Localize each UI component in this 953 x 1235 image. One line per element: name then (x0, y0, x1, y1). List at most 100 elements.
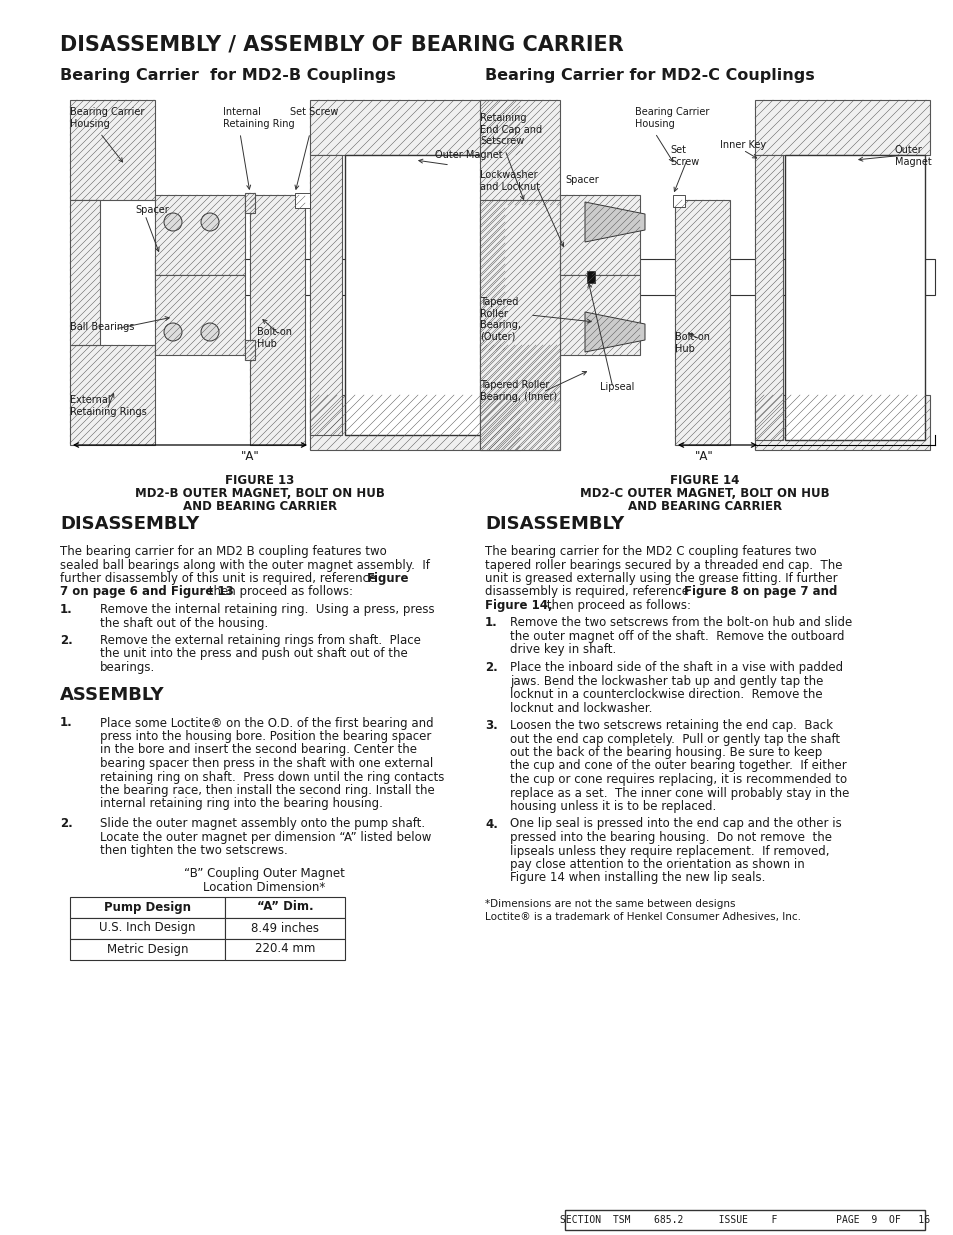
Text: Figure 14 when installing the new lip seals.: Figure 14 when installing the new lip se… (510, 872, 764, 884)
Text: “A” Dim.: “A” Dim. (256, 900, 313, 914)
Text: FIGURE 13: FIGURE 13 (225, 474, 294, 487)
Text: Outer
Magnet: Outer Magnet (894, 144, 931, 167)
Text: press into the housing bore. Position the bearing spacer: press into the housing bore. Position th… (100, 730, 431, 743)
Bar (479, 200, 559, 450)
Text: Remove the two setscrews from the bolt-on hub and slide: Remove the two setscrews from the bolt-o… (510, 616, 851, 630)
Text: Place the inboard side of the shaft in a vise with padded: Place the inboard side of the shaft in a… (510, 661, 842, 674)
Text: then proceed as follows:: then proceed as follows: (542, 599, 690, 613)
Bar (754, 100, 929, 156)
Text: Figure: Figure (367, 572, 409, 585)
Text: 1.: 1. (60, 603, 72, 616)
Text: Ball Bearings: Ball Bearings (70, 322, 134, 332)
Text: Place some Loctite® on the O.D. of the first bearing and: Place some Loctite® on the O.D. of the f… (100, 716, 434, 730)
Bar (70, 200, 100, 345)
Text: tapered roller bearings secured by a threaded end cap.  The: tapered roller bearings secured by a thr… (484, 558, 841, 572)
Text: the shaft out of the housing.: the shaft out of the housing. (100, 616, 268, 630)
Text: jaws. Bend the lockwasher tab up and gently tap the: jaws. Bend the lockwasher tab up and gen… (510, 674, 822, 688)
Bar (154, 259, 415, 295)
Text: “B” Coupling Outer Magnet: “B” Coupling Outer Magnet (183, 867, 344, 881)
Text: the bearing race, then install the second ring. Install the: the bearing race, then install the secon… (100, 784, 435, 797)
Text: "A": "A" (695, 450, 713, 463)
Text: locknut in a counterclockwise direction.  Remove the: locknut in a counterclockwise direction.… (510, 688, 821, 701)
Text: SECTION  TSM    685.2      ISSUE    F          PAGE  9  OF   16: SECTION TSM 685.2 ISSUE F PAGE 9 OF 16 (559, 1215, 929, 1225)
Text: bearing spacer then press in the shaft with one external: bearing spacer then press in the shaft w… (100, 757, 433, 769)
Text: Spacer: Spacer (135, 205, 169, 215)
Bar (225, 897, 345, 918)
Bar (245, 340, 254, 359)
Bar (154, 275, 245, 354)
Text: pressed into the bearing housing.  Do not remove  the: pressed into the bearing housing. Do not… (510, 831, 831, 844)
Text: Pump Design: Pump Design (104, 900, 191, 914)
Text: Lockwasher
and Locknut: Lockwasher and Locknut (479, 170, 539, 191)
Text: then tighten the two setscrews.: then tighten the two setscrews. (100, 844, 288, 857)
Text: "A": "A" (240, 450, 259, 463)
Bar (225, 939, 345, 960)
Circle shape (201, 212, 219, 231)
Bar (250, 195, 305, 445)
Text: unit is greased externally using the grease fitting. If further: unit is greased externally using the gre… (484, 572, 837, 585)
Text: sealed ball bearings along with the outer magnet assembly.  If: sealed ball bearings along with the oute… (60, 558, 430, 572)
Text: disassembly is required, reference: disassembly is required, reference (484, 585, 692, 599)
Text: 8.49 inches: 8.49 inches (251, 921, 318, 935)
Text: Tapered
Roller
Bearing,
(Outer): Tapered Roller Bearing, (Outer) (479, 296, 520, 342)
Bar (672, 195, 684, 207)
Text: Loctite® is a trademark of Henkel Consumer Adhesives, Inc.: Loctite® is a trademark of Henkel Consum… (484, 911, 801, 923)
Text: Bearing Carrier for MD2-C Couplings: Bearing Carrier for MD2-C Couplings (484, 68, 814, 83)
Text: Locate the outer magnet per dimension “A” listed below: Locate the outer magnet per dimension “A… (100, 830, 431, 844)
Text: ASSEMBLY: ASSEMBLY (60, 687, 165, 704)
Text: Bearing Carrier
Housing: Bearing Carrier Housing (635, 107, 709, 128)
Text: replace as a set.  The inner cone will probably stay in the: replace as a set. The inner cone will pr… (510, 787, 848, 799)
Text: Remove the external retaining rings from shaft.  Place: Remove the external retaining rings from… (100, 634, 420, 647)
Polygon shape (584, 312, 644, 352)
Text: the unit into the press and push out shaft out of the: the unit into the press and push out sha… (100, 647, 407, 661)
Text: Set Screw: Set Screw (290, 107, 338, 117)
Text: in the bore and insert the second bearing. Center the: in the bore and insert the second bearin… (100, 743, 416, 757)
Text: FIGURE 14: FIGURE 14 (670, 474, 739, 487)
Text: Loosen the two setscrews retaining the end cap.  Back: Loosen the two setscrews retaining the e… (510, 719, 832, 732)
Text: U.S. Inch Design: U.S. Inch Design (99, 921, 195, 935)
Circle shape (164, 324, 182, 341)
Text: retaining ring on shaft.  Press down until the ring contacts: retaining ring on shaft. Press down unti… (100, 771, 444, 783)
Text: locknut and lockwasher.: locknut and lockwasher. (510, 701, 652, 715)
Bar (675, 200, 729, 445)
Text: 4.: 4. (484, 818, 497, 830)
Bar (294, 193, 310, 207)
Text: The bearing carrier for the MD2 C coupling features two: The bearing carrier for the MD2 C coupli… (484, 545, 816, 558)
Text: MD2-C OUTER MAGNET, BOLT ON HUB: MD2-C OUTER MAGNET, BOLT ON HUB (579, 487, 829, 500)
Polygon shape (584, 203, 644, 242)
Text: Set
Screw: Set Screw (669, 144, 699, 167)
Text: MD2-B OUTER MAGNET, BOLT ON HUB: MD2-B OUTER MAGNET, BOLT ON HUB (135, 487, 384, 500)
Bar (586, 270, 595, 283)
Text: *Dimensions are not the same between designs: *Dimensions are not the same between des… (484, 899, 735, 909)
Text: Slide the outer magnet assembly onto the pump shaft.: Slide the outer magnet assembly onto the… (100, 818, 425, 830)
Bar (70, 939, 225, 960)
Bar (70, 100, 154, 200)
Bar (154, 195, 245, 275)
Text: DISASSEMBLY: DISASSEMBLY (60, 515, 199, 534)
Bar (479, 205, 504, 350)
Bar (310, 100, 519, 156)
Text: 2.: 2. (484, 661, 497, 674)
Text: Bolt-on
Hub: Bolt-on Hub (675, 332, 709, 353)
Bar (559, 259, 934, 295)
Text: internal retaining ring into the bearing housing.: internal retaining ring into the bearing… (100, 798, 382, 810)
Text: AND BEARING CARRIER: AND BEARING CARRIER (627, 500, 781, 513)
Text: out the end cap completely.  Pull or gently tap the shaft: out the end cap completely. Pull or gent… (510, 732, 840, 746)
Text: The bearing carrier for an MD2 B coupling features two: The bearing carrier for an MD2 B couplin… (60, 545, 386, 558)
Text: the cup or cone requires replacing, it is recommended to: the cup or cone requires replacing, it i… (510, 773, 846, 785)
Bar (564, 1210, 924, 1230)
Circle shape (201, 324, 219, 341)
Text: Remove the internal retaining ring.  Using a press, press: Remove the internal retaining ring. Usin… (100, 603, 435, 616)
Text: Bearing Carrier
Housing: Bearing Carrier Housing (70, 107, 144, 128)
Text: DISASSEMBLY: DISASSEMBLY (484, 515, 623, 534)
Circle shape (164, 212, 182, 231)
Bar (310, 156, 341, 435)
Text: bearings.: bearings. (100, 661, 155, 674)
Bar (245, 193, 254, 212)
Text: Location Dimension*: Location Dimension* (203, 881, 325, 894)
Bar (479, 100, 559, 205)
Text: Internal
Retaining Ring: Internal Retaining Ring (223, 107, 294, 128)
Bar (70, 345, 154, 445)
Text: 7 on page 6 and Figure 13: 7 on page 6 and Figure 13 (60, 585, 233, 599)
Text: DISASSEMBLY / ASSEMBLY OF BEARING CARRIER: DISASSEMBLY / ASSEMBLY OF BEARING CARRIE… (60, 35, 623, 56)
